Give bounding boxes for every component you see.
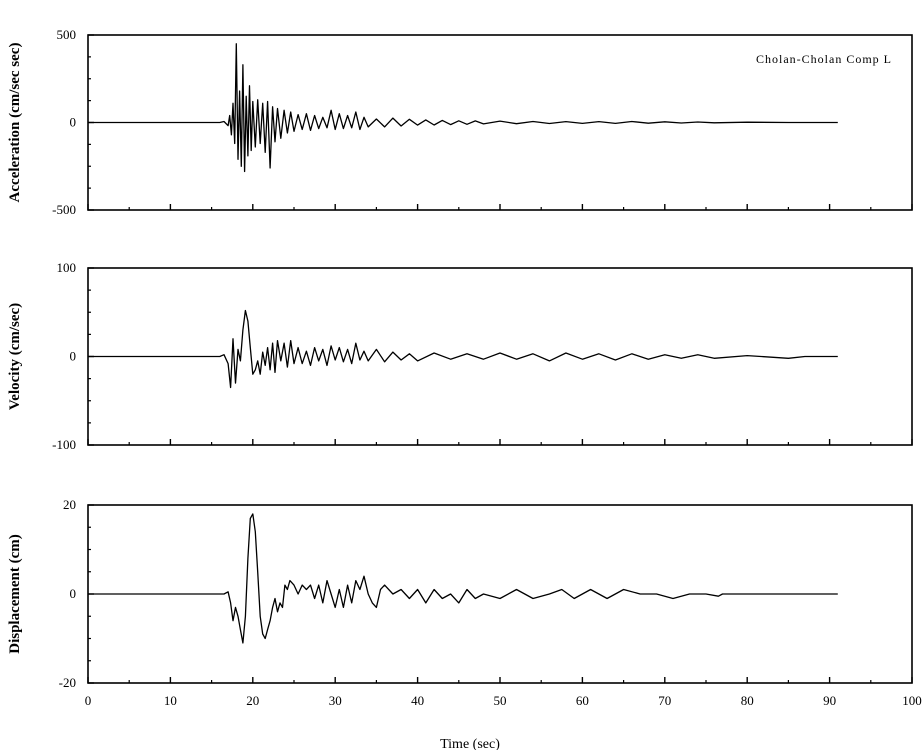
acceleration-y-tick-label: -500 (52, 202, 76, 217)
displacement-x-axis-title: Time (sec) (440, 737, 500, 750)
velocity-y-tick-label: 100 (57, 260, 77, 275)
displacement-x-tick-label: 100 (902, 693, 922, 708)
displacement-y-tick-label: -20 (59, 675, 76, 690)
velocity-y-tick-label: 0 (70, 349, 77, 364)
displacement-x-tick-label: 50 (494, 693, 507, 708)
displacement-y-axis-title: Displacement (cm) (7, 534, 23, 654)
velocity-y-axis-title: Velocity (cm/sec) (7, 303, 23, 410)
acceleration-y-tick-label: 0 (70, 115, 77, 130)
displacement-x-tick-label: 70 (658, 693, 671, 708)
velocity-y-tick-label: -100 (52, 437, 76, 452)
displacement-y-tick-label: 0 (70, 586, 77, 601)
acceleration-y-tick-label: 500 (57, 27, 77, 42)
displacement-y-tick-label: 20 (63, 497, 76, 512)
displacement-panel: 0 10 20 30 40 50 60 70 80 90 100 -20 0 20 Displacement… (7, 497, 922, 750)
displacement-x-tick-label: 80 (741, 693, 754, 708)
displacement-x-tick-label: 60 (576, 693, 589, 708)
displacement-x-tick-label: 40 (411, 693, 424, 708)
velocity-series-line (88, 309, 838, 389)
acceleration-panel: -500 0 500 Acceleration (cm/sec sec) Cholan-… (7, 27, 913, 217)
acceleration-series-line (88, 43, 838, 173)
acceleration-y-axis-title: Acceleration (cm/sec sec) (7, 43, 23, 203)
displacement-x-tick-label: 90 (823, 693, 836, 708)
displacement-x-tick-label: 0 (85, 693, 92, 708)
displacement-series-line (88, 513, 838, 644)
displacement-x-tick-label: 20 (246, 693, 259, 708)
acceleration-annotation: Cholan-Cholan Comp L (756, 52, 892, 66)
displacement-x-tick-label: 10 (164, 693, 177, 708)
velocity-panel: -100 0 100 Velocity (cm/sec) (7, 260, 913, 452)
displacement-x-tick-label: 30 (329, 693, 342, 708)
